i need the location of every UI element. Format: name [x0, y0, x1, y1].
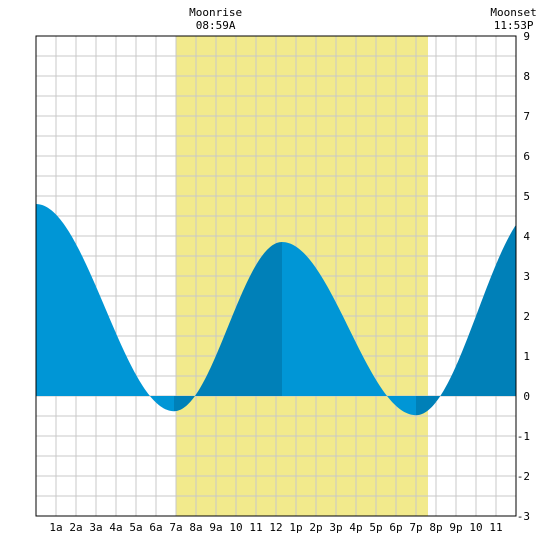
y-tick-label: -1 — [517, 430, 530, 443]
x-tick-label: 9p — [449, 521, 462, 534]
x-tick-label: 5p — [369, 521, 382, 534]
x-tick-label: 11 — [249, 521, 262, 534]
x-tick-label: 8p — [429, 521, 442, 534]
y-tick-label: -2 — [517, 470, 530, 483]
moon-event-label: Moonset — [490, 6, 536, 19]
tide-area-falling — [36, 204, 174, 412]
y-tick-label: 8 — [523, 70, 530, 83]
moon-event-time: 11:53P — [494, 19, 534, 32]
x-tick-label: 2p — [309, 521, 322, 534]
x-tick-label: 3a — [89, 521, 102, 534]
y-tick-label: 2 — [523, 310, 530, 323]
x-tick-label: 6p — [389, 521, 402, 534]
x-tick-label: 8a — [189, 521, 202, 534]
tide-area-rising — [174, 242, 282, 412]
x-tick-label: 2a — [69, 521, 82, 534]
x-tick-label: 1p — [289, 521, 302, 534]
x-tick-label: 11 — [489, 521, 502, 534]
y-tick-label: -3 — [517, 510, 530, 523]
y-tick-label: 1 — [523, 350, 530, 363]
x-tick-label: 12 — [269, 521, 282, 534]
x-tick-label: 7a — [169, 521, 182, 534]
x-tick-label: 6a — [149, 521, 162, 534]
y-tick-label: 3 — [523, 270, 530, 283]
y-tick-label: 5 — [523, 190, 530, 203]
x-tick-label: 7p — [409, 521, 422, 534]
y-tick-label: 4 — [523, 230, 530, 243]
moon-event-time: 08:59A — [196, 19, 236, 32]
x-tick-label: 4a — [109, 521, 122, 534]
x-tick-label: 3p — [329, 521, 342, 534]
moon-event-label: Moonrise — [189, 6, 242, 19]
plot-frame — [35, 35, 517, 517]
tide-area-rising — [416, 224, 516, 416]
y-tick-label: 9 — [523, 30, 530, 43]
tide-area-falling — [282, 242, 416, 416]
y-tick-label: 6 — [523, 150, 530, 163]
x-tick-label: 10 — [469, 521, 482, 534]
x-tick-label: 5a — [129, 521, 142, 534]
x-tick-label: 9a — [209, 521, 222, 534]
x-tick-label: 1a — [49, 521, 62, 534]
x-tick-label: 10 — [229, 521, 242, 534]
x-tick-label: 4p — [349, 521, 362, 534]
y-tick-label: 7 — [523, 110, 530, 123]
y-tick-label: 0 — [523, 390, 530, 403]
